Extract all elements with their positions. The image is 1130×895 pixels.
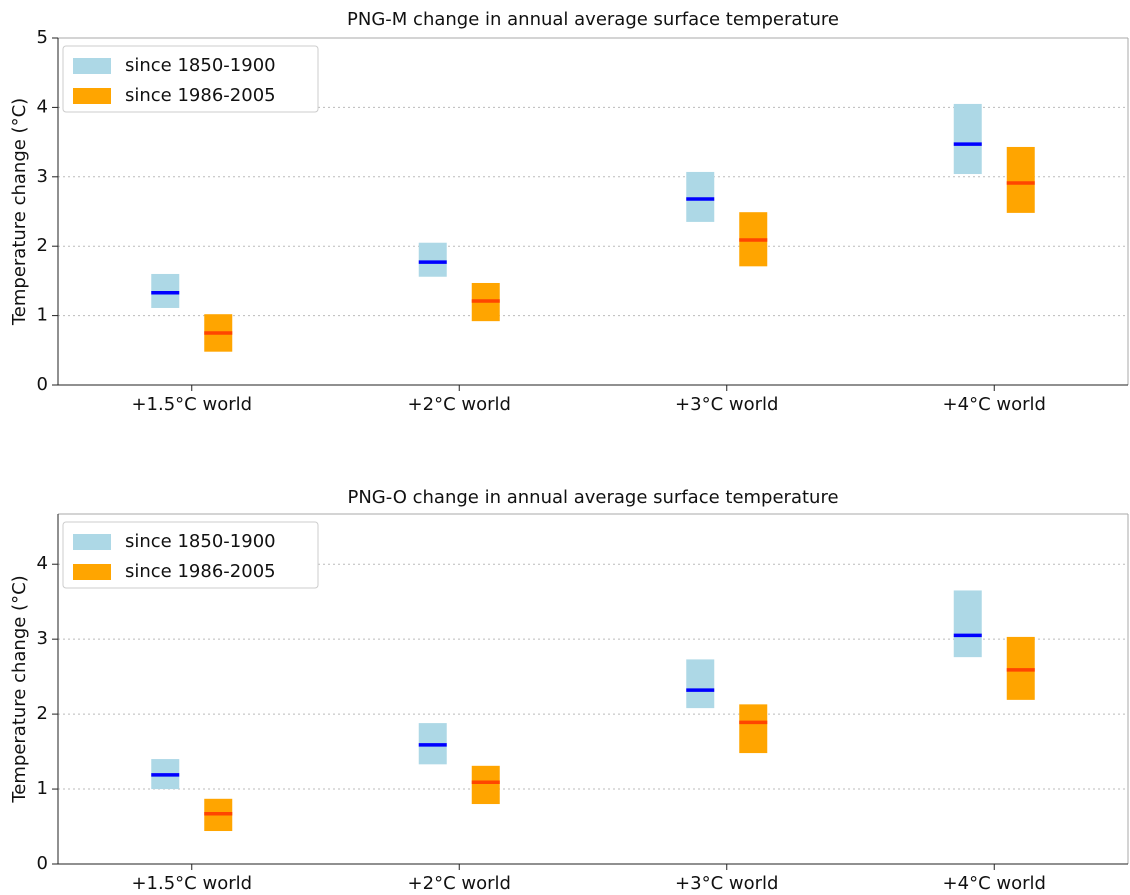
- y-tick-label: 0: [37, 853, 48, 874]
- legend-swatch: [73, 58, 111, 74]
- y-tick-label: 4: [37, 96, 48, 117]
- x-tick-label: +2°C world: [408, 394, 511, 415]
- x-tick-label: +3°C world: [675, 873, 778, 894]
- x-tick-label: +4°C world: [943, 394, 1046, 415]
- range-bar: [418, 242, 447, 277]
- legend-box: [62, 45, 319, 113]
- y-axis-label: Temperature change (°C): [9, 98, 30, 326]
- y-tick-label: 2: [37, 703, 48, 724]
- legend-swatch: [73, 534, 111, 550]
- y-tick-label: 4: [37, 553, 48, 574]
- y-tick-label: 1: [37, 778, 48, 799]
- y-tick-label: 5: [37, 27, 48, 48]
- y-tick-label: 1: [37, 305, 48, 326]
- legend-swatch: [73, 564, 111, 580]
- y-tick-label: 3: [37, 166, 48, 187]
- chart-title: PNG-O change in annual average surface t…: [347, 487, 838, 508]
- legend-label: since 1986-2005: [125, 85, 276, 106]
- x-tick-label: +2°C world: [408, 873, 511, 894]
- y-tick-label: 3: [37, 628, 48, 649]
- x-tick-label: +3°C world: [675, 394, 778, 415]
- range-bar: [739, 704, 768, 754]
- range-bar: [953, 103, 982, 175]
- range-bar: [686, 171, 715, 222]
- x-tick-label: +1.5°C world: [131, 394, 252, 415]
- y-axis-label: Temperature change (°C): [9, 575, 30, 803]
- range-bar: [471, 765, 500, 805]
- range-bar: [953, 590, 982, 658]
- y-tick-label: 0: [37, 374, 48, 395]
- x-tick-label: +1.5°C world: [131, 873, 252, 894]
- y-tick-label: 2: [37, 235, 48, 256]
- range-bar: [686, 659, 715, 709]
- legend-swatch: [73, 88, 111, 104]
- legend-label: since 1850-1900: [125, 531, 276, 552]
- legend-label: since 1986-2005: [125, 561, 276, 582]
- legend-label: since 1850-1900: [125, 55, 276, 76]
- range-bar: [1006, 146, 1035, 213]
- legend-box: [62, 521, 319, 589]
- x-tick-label: +4°C world: [943, 873, 1046, 894]
- chart-title: PNG-M change in annual average surface t…: [347, 9, 839, 30]
